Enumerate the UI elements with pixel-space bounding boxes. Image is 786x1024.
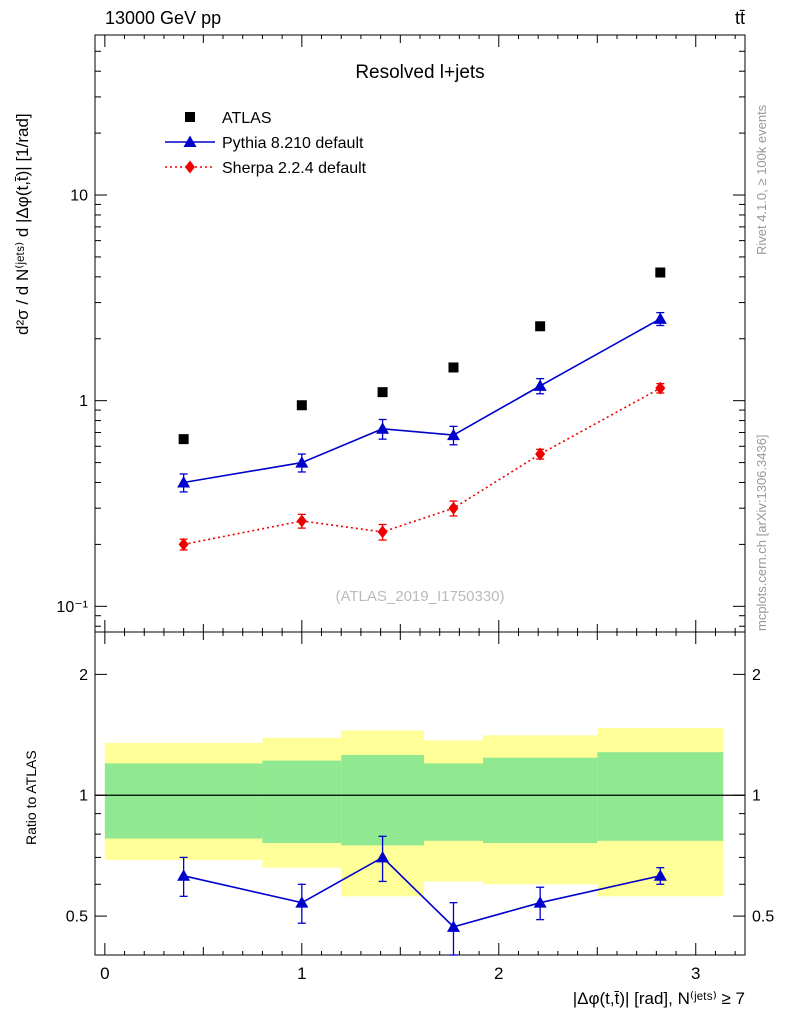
rivet-version-note: Rivet 4.1.0, ≥ 100k events: [754, 104, 769, 255]
legend-label-sherpa: Sherpa 2.2.4 default: [222, 160, 367, 177]
axis-tick-labels: 10⁻¹ 1 10 0.5 0.5 1 1 2 2 0 1 2 3: [56, 188, 774, 983]
plot-title: Resolved l+jets: [355, 62, 484, 83]
y-main-tick-label: 10: [70, 188, 88, 205]
y-main-tick-label: 1: [79, 393, 88, 410]
y-ratio-tick-label-right: 1: [752, 788, 761, 805]
ratio-y-axis-label: Ratio to ATLAS: [23, 750, 39, 845]
ratio-uncertainty-bands: [104, 728, 724, 897]
x-tick-label: 3: [691, 964, 700, 983]
y-ratio-tick-label-right: 0.5: [752, 909, 774, 926]
x-axis-label: |Δφ(t,t̄)| [rad], N⁽ʲᵉᵗˢ⁾ ≥ 7: [573, 989, 745, 1008]
axis-ticks: [95, 35, 745, 956]
x-tick-label: 1: [297, 964, 306, 983]
legend-label-atlas: ATLAS: [222, 110, 272, 127]
legend-markers: [165, 112, 215, 174]
mcplots-cern-note: mcplots.cern.ch [arXiv:1306.3436]: [754, 434, 769, 631]
analysis-watermark: (ATLAS_2019_I1750330): [335, 588, 504, 605]
y-axis-label: d²σ / d N⁽ʲᵉᵗˢ⁾ d |Δφ(t,t̄)| [1/rad]: [13, 113, 32, 335]
x-tick-label: 2: [494, 964, 503, 983]
y-ratio-tick-label-left: 1: [79, 788, 88, 805]
y-main-tick-label: 10⁻¹: [56, 599, 88, 616]
beam-energy-label: 13000 GeV pp: [105, 8, 221, 28]
y-ratio-tick-label-left: 2: [79, 667, 88, 684]
legend-label-pythia: Pythia 8.210 default: [222, 135, 364, 152]
process-label: tt̄: [735, 8, 745, 28]
x-tick-label: 0: [100, 964, 109, 983]
data-series: [177, 267, 667, 956]
y-ratio-tick-label-left: 0.5: [66, 909, 88, 926]
y-ratio-tick-label-right: 2: [752, 667, 761, 684]
